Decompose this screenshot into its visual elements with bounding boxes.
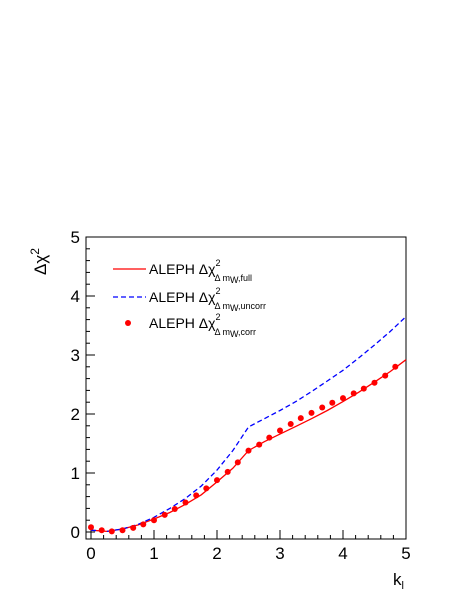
legend-label-uncorr: ALEPH Δχ2 Δ mW,uncorr	[149, 286, 266, 313]
series-corr-point	[171, 505, 178, 512]
series-corr-point	[360, 385, 367, 392]
y-tick-label: 4	[71, 287, 80, 306]
series-corr-point	[140, 521, 147, 528]
plot-frame	[85, 236, 407, 540]
x-tick-label: 0	[86, 544, 95, 563]
series-corr-point	[277, 427, 283, 434]
x-axis-title: kl	[393, 570, 404, 592]
series-corr-point	[108, 528, 115, 535]
x-tick-label: 2	[212, 544, 221, 563]
series-corr-point	[350, 390, 357, 397]
series-corr-point	[382, 372, 389, 379]
series-corr-point	[329, 399, 336, 406]
y-tick-label: 0	[71, 523, 80, 542]
y-tick-label: 1	[71, 464, 80, 483]
series-corr-point	[245, 447, 252, 454]
series-corr-point	[130, 524, 137, 531]
legend: ALEPH Δχ2 Δ mW,full ALEPH Δχ2 Δ mW,uncorr …	[113, 258, 266, 339]
series-corr-point	[308, 409, 315, 416]
legend-label-corr: ALEPH Δχ2 Δ mW,corr	[149, 312, 256, 339]
series-corr-point	[151, 517, 157, 524]
series-corr-point	[319, 404, 326, 411]
legend-swatch-corr	[125, 320, 131, 326]
series-corr-point	[182, 499, 189, 506]
series-corr-point	[161, 511, 168, 518]
x-tick-label: 3	[275, 544, 284, 563]
series-corr-point	[256, 441, 263, 448]
y-tick-label: 2	[71, 405, 80, 424]
series-corr-point	[214, 477, 220, 484]
series-corr-point	[287, 421, 294, 428]
x-tick-label: 1	[149, 544, 158, 563]
series-corr-point	[98, 527, 105, 534]
series-full-line	[90, 359, 407, 533]
series-layer	[88, 316, 407, 535]
series-corr-point	[266, 434, 273, 441]
series-uncorr-line	[90, 316, 407, 533]
series-corr-point	[193, 492, 200, 499]
x-tick-label: 5	[401, 544, 410, 563]
y-axis-title: Δχ2	[28, 248, 50, 275]
series-corr-point	[234, 459, 241, 466]
y-tick-label: 5	[71, 228, 80, 247]
legend-label-full: ALEPH Δχ2 Δ mW,full	[149, 258, 252, 285]
x-tick-label: 4	[338, 544, 347, 563]
series-corr-point	[340, 395, 346, 402]
series-corr-point	[224, 468, 231, 475]
series-corr-point	[203, 485, 210, 492]
x-axis-ticks: 0 1 2 3 4 5	[86, 530, 411, 563]
series-corr-point	[119, 527, 126, 534]
y-axis-ticks: 0 1 2 3 4 5	[71, 228, 95, 542]
y-tick-label: 3	[71, 346, 80, 365]
series-corr-point	[88, 524, 94, 531]
series-corr-point	[392, 363, 399, 370]
series-corr-point	[371, 379, 378, 386]
series-corr-point	[297, 415, 304, 422]
